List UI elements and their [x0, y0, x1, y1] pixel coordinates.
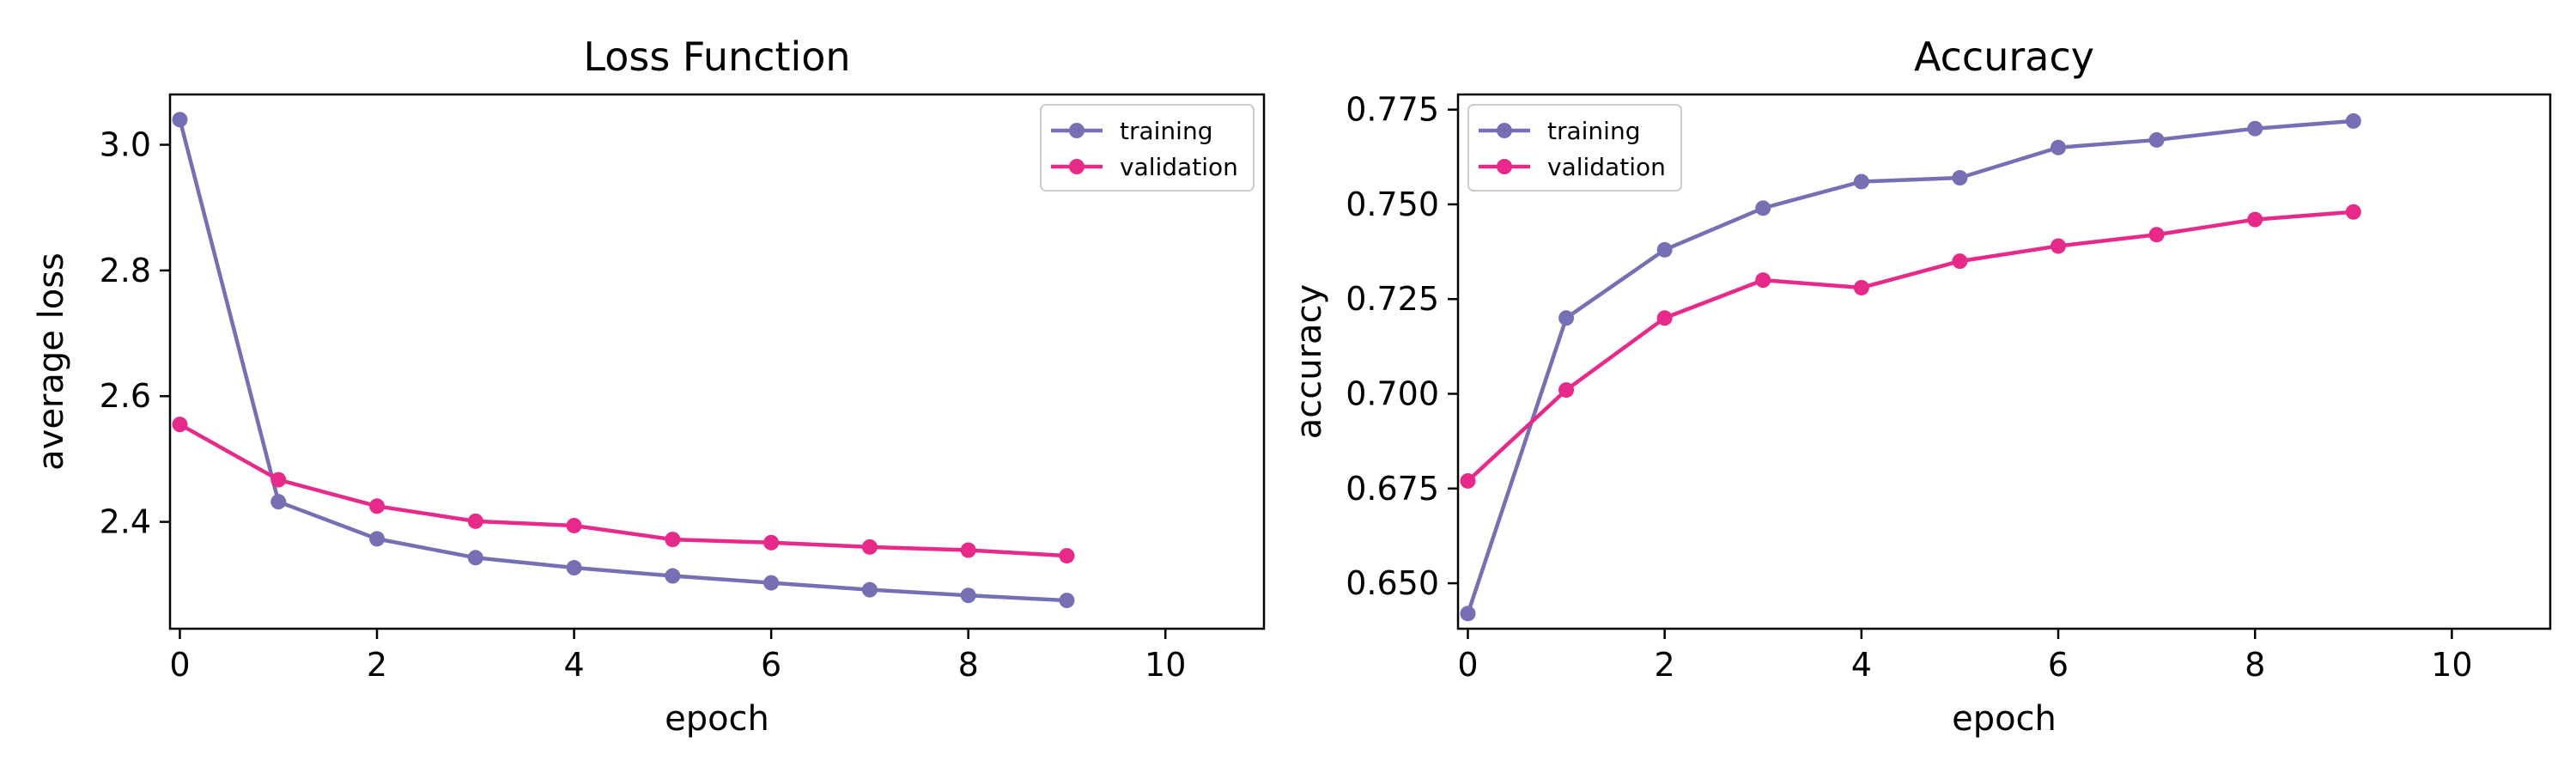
data-point-training	[1853, 173, 1869, 190]
x-tick-label: 4	[1851, 646, 1872, 684]
data-point-validation	[960, 542, 976, 558]
y-tick-label: 2.8	[100, 252, 151, 289]
data-point-training	[1460, 606, 1476, 622]
data-point-validation	[1755, 272, 1771, 289]
series-line-validation	[1466, 210, 2354, 483]
legend-swatch-marker	[1497, 123, 1512, 138]
data-point-validation	[1853, 279, 1869, 295]
x-tick-label: 6	[761, 646, 781, 684]
data-point-validation	[1558, 382, 1575, 399]
data-point-validation	[566, 517, 582, 533]
data-point-training	[665, 568, 681, 584]
data-point-validation	[2148, 227, 2165, 243]
data-point-training	[1656, 241, 1673, 258]
x-tick-label: 0	[169, 646, 190, 684]
x-tick-label: 10	[2431, 646, 2472, 684]
y-tick-label: 0.750	[1346, 186, 1439, 223]
y-tick-label: 0.725	[1346, 280, 1439, 318]
data-point-training	[467, 550, 483, 566]
accuracy-chart: 0 2 4 6 8 10 0.650 0.675 0.700 0.725 0.750 0.775 Acc…	[1290, 33, 2552, 739]
legend-swatch-marker	[1069, 159, 1084, 174]
x-axis-label: epoch	[665, 699, 769, 739]
data-point-validation	[1460, 472, 1476, 489]
x-tick-label: 4	[563, 646, 584, 684]
data-point-validation	[369, 498, 386, 514]
x-tick-label: 8	[2245, 646, 2265, 684]
y-tick-label: 0.700	[1346, 374, 1439, 412]
data-point-validation	[2050, 238, 2067, 254]
y-tick-label: 0.675	[1346, 470, 1439, 508]
series-line-validation	[179, 423, 1067, 558]
data-point-training	[566, 560, 582, 576]
legend-box	[1467, 104, 1682, 192]
x-tick-label: 6	[2048, 646, 2069, 684]
data-point-validation	[1059, 548, 1075, 564]
data-point-training	[1755, 200, 1771, 216]
data-point-validation	[2247, 211, 2263, 228]
x-tick-label: 8	[958, 646, 979, 684]
data-point-training	[2050, 139, 2067, 155]
y-tick-label: 0.650	[1346, 564, 1439, 602]
data-point-validation	[270, 472, 287, 488]
data-point-training	[369, 531, 386, 547]
data-point-training	[2148, 131, 2165, 148]
y-tick-label: 2.4	[100, 503, 151, 541]
x-axis-label: epoch	[1952, 699, 2057, 739]
chart-title: Accuracy	[1914, 33, 2094, 80]
data-point-training	[2345, 113, 2361, 129]
legend-swatch-marker	[1497, 159, 1512, 174]
data-point-training	[861, 581, 878, 598]
data-point-validation	[665, 532, 681, 548]
y-axis-label: average loss	[32, 253, 71, 471]
y-tick-label: 0.775	[1346, 91, 1439, 129]
legend-swatch-marker	[1069, 123, 1084, 138]
x-tick-label: 2	[1655, 646, 1675, 684]
plot-frame	[168, 93, 1266, 630]
data-point-training	[1952, 170, 1968, 186]
legend-label: training	[1547, 117, 1640, 145]
y-tick-label: 2.6	[100, 377, 151, 415]
series-line-training	[178, 119, 1067, 603]
data-point-validation	[172, 417, 188, 433]
data-point-training	[270, 494, 287, 510]
y-axis-label: accuracy	[1290, 284, 1329, 439]
plot-frame	[1456, 93, 2552, 630]
x-tick-label: 10	[1145, 646, 1186, 684]
data-point-validation	[2345, 204, 2361, 220]
data-point-validation	[1656, 310, 1673, 326]
data-point-validation	[467, 513, 483, 529]
series-line-training	[1466, 119, 2354, 615]
legend-box	[1040, 104, 1255, 192]
data-point-training	[960, 587, 976, 604]
data-point-training	[2247, 120, 2263, 137]
data-point-validation	[861, 539, 878, 555]
data-point-training	[172, 112, 188, 128]
legend-label: training	[1120, 117, 1212, 145]
data-point-training	[763, 575, 780, 591]
chart-title: Loss Function	[583, 33, 850, 80]
loss-chart: 0 2 4 6 8 10 2.4 2.6 2.8 3.0 Loss Function epoch ave…	[32, 33, 1266, 739]
data-point-training	[1059, 593, 1075, 609]
data-point-validation	[763, 534, 780, 551]
legend-label: validation	[1547, 153, 1666, 181]
data-point-validation	[1952, 253, 1968, 270]
data-point-training	[1558, 310, 1575, 326]
y-tick-label: 3.0	[100, 126, 151, 164]
legend-label: validation	[1120, 153, 1238, 181]
x-tick-label: 2	[367, 646, 387, 684]
x-tick-label: 0	[1457, 646, 1478, 684]
